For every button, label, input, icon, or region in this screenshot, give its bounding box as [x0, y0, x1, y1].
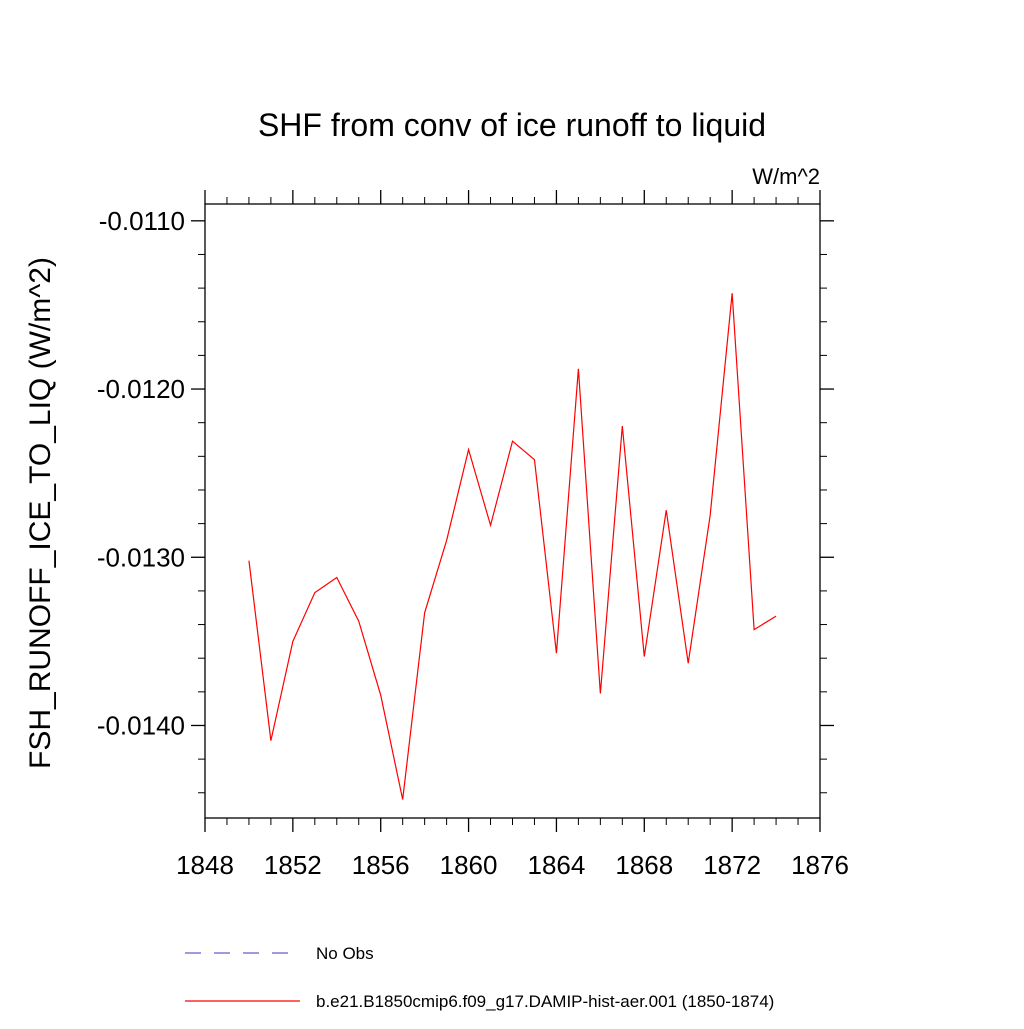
x-tick-label: 1872 [703, 850, 761, 880]
x-tick-label: 1848 [176, 850, 234, 880]
series-layer [248, 293, 777, 800]
y-tick-label: -0.0140 [97, 710, 185, 740]
axis-ticks [191, 190, 834, 832]
chart-title: SHF from conv of ice runoff to liquid [258, 107, 766, 143]
plot-frame [204, 203, 821, 819]
series-line [248, 293, 777, 800]
y-tick-label: -0.0110 [99, 206, 185, 236]
units-label: W/m^2 [752, 164, 820, 189]
legend-label-no-obs: No Obs [316, 944, 374, 963]
x-tick-label: 1876 [791, 850, 849, 880]
x-axis-tick-labels: 1848 1852 1856 1860 1864 1868 1872 1876 [176, 850, 849, 880]
x-tick-label: 1856 [352, 850, 410, 880]
legend: No Obs b.e21.B1850cmip6.f09_g17.DAMIP-hi… [185, 944, 774, 1011]
x-tick-label: 1860 [440, 850, 498, 880]
y-axis-tick-labels: -0.0110 -0.0120 -0.0130 -0.0140 [97, 206, 185, 741]
y-axis-label: FSH_RUNOFF_ICE_TO_LIQ (W/m^2) [24, 257, 57, 769]
y-tick-label: -0.0130 [97, 542, 185, 572]
y-tick-label: -0.0120 [97, 374, 185, 404]
x-tick-label: 1852 [264, 850, 322, 880]
x-tick-label: 1864 [528, 850, 586, 880]
legend-label-series: b.e21.B1850cmip6.f09_g17.DAMIP-hist-aer.… [316, 992, 774, 1011]
x-tick-label: 1868 [615, 850, 673, 880]
